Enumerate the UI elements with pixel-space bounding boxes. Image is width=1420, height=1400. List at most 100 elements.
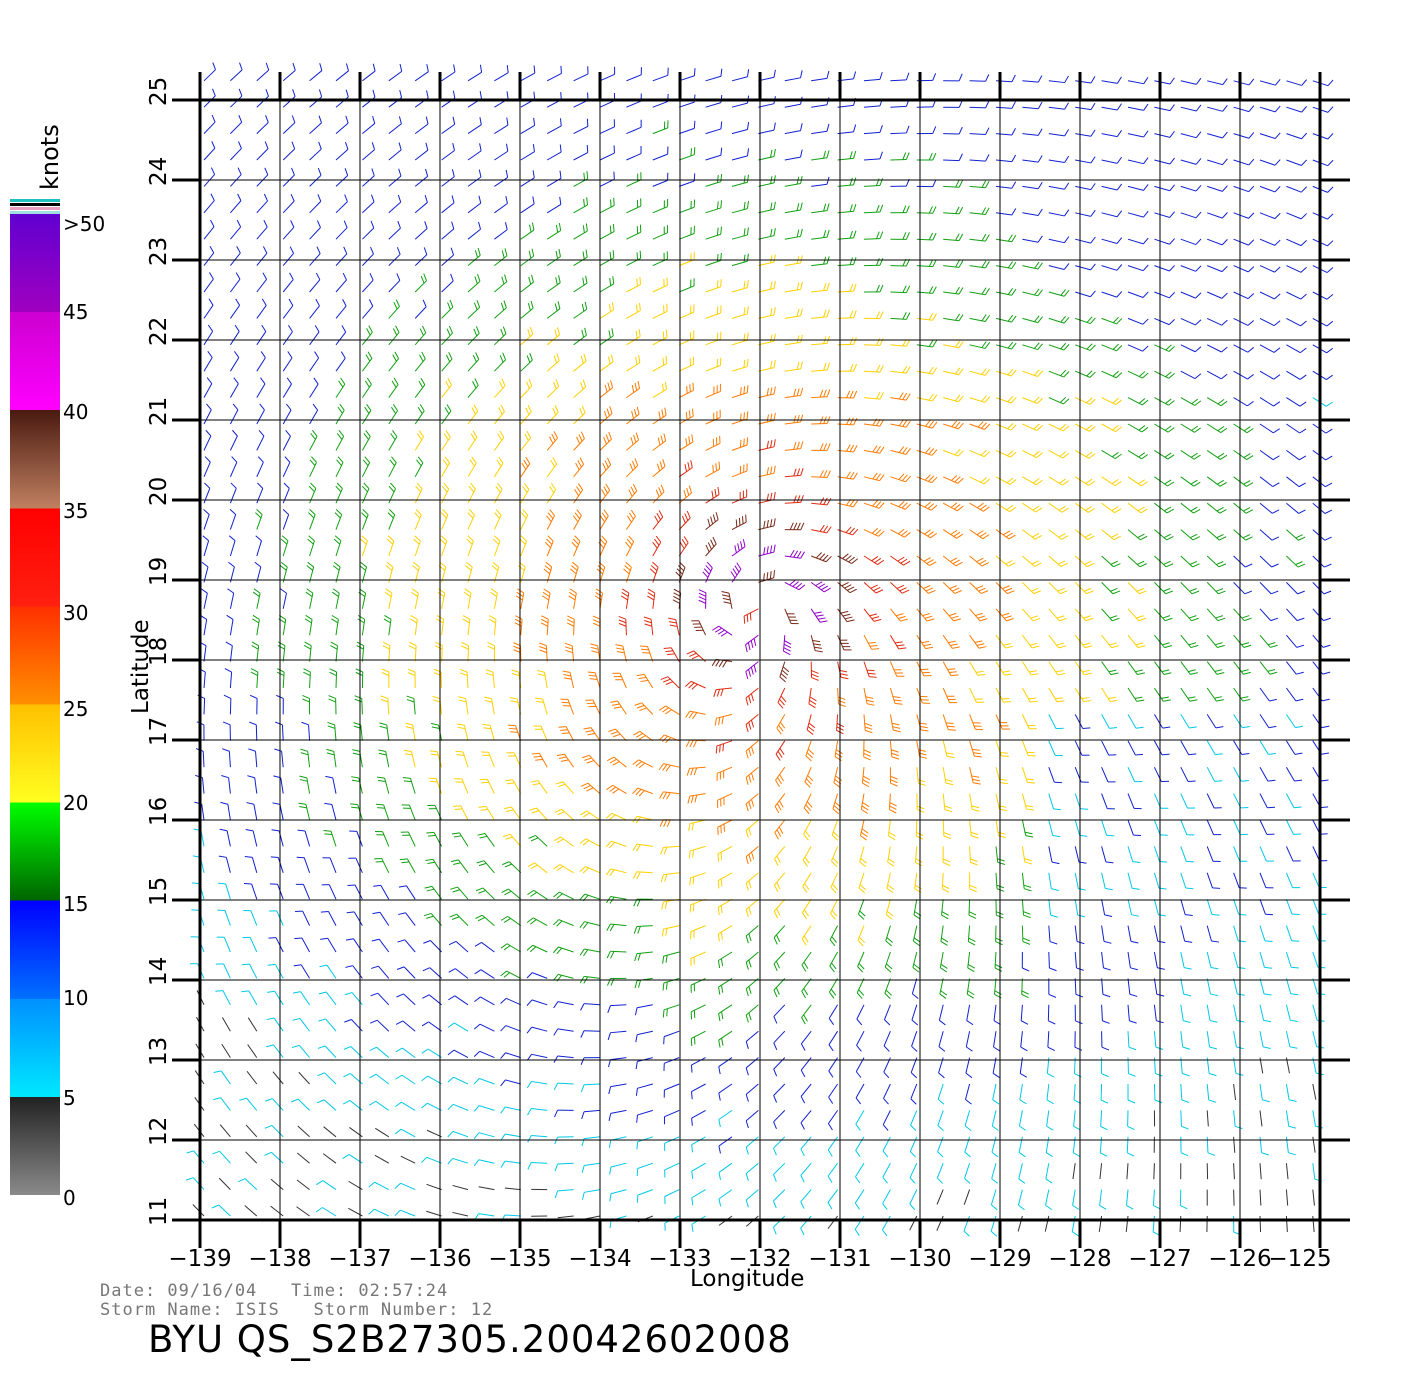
wind-barb-feather [528,834,536,839]
wind-barb-feather [1193,454,1201,460]
wind-barb-feather [968,937,976,943]
wind-barb-feather [803,909,809,917]
wind-barb-feather [369,273,374,281]
wind-barb-feather [1300,240,1307,246]
wind-barb-feather [513,645,521,650]
wind-barb-feather [467,512,474,519]
wind-barb-feather [345,89,349,98]
wind-barb [277,857,284,873]
wind-barb-feather [411,588,419,594]
wind-barb [1233,925,1239,942]
wind-barb [272,1071,284,1085]
wind-barb-feather [458,699,467,703]
wind-barb-feather [1248,212,1255,219]
wind-barb-feather [958,100,963,108]
wind-barb [1206,449,1221,460]
wind-barb-feather [661,901,664,910]
wind-barb [400,1182,416,1191]
wind-barb-feather [1216,699,1224,702]
wind-barb-feather [879,204,884,213]
wind-barb-feather [928,448,935,455]
wind-barb [784,608,792,624]
wind-barb-feather [343,1046,352,1050]
wind-barb-feather [1018,1152,1026,1158]
wind-barb-feather [1023,884,1032,888]
wind-barb-feather [256,508,263,515]
wind-barb [1153,1031,1157,1048]
wind-barb-feather [1048,993,1057,998]
wind-barb-feather [1215,726,1224,729]
wind-barb-feather [977,615,986,619]
wind-barb-feather [1214,780,1223,782]
wind-barb [1312,1163,1316,1180]
wind-barb [1101,1004,1103,1021]
colorbar-top-swatches [10,199,60,214]
wind-barb [1180,397,1195,406]
wind-barb [836,714,839,731]
wind-barb [256,383,266,398]
wind-barb-feather [984,288,990,295]
wind-barb-feather [237,141,242,149]
wind-barb-feather [237,1178,246,1183]
wind-barb-feather [621,588,629,594]
wind-barb [801,898,812,913]
wind-barb-feather [800,1096,806,1104]
wind-barb [1048,925,1051,942]
colorbar-label-40: 40 [63,400,89,424]
wind-barb [354,884,363,900]
wind-barb [362,305,374,319]
wind-barb [1101,212,1118,218]
wind-barb-feather [405,726,414,729]
wind-barb-feather [718,461,721,470]
wind-barb-feather [211,114,216,123]
wind-barb-feather [851,558,858,564]
wind-barb-feather [277,645,285,650]
wind-barb-feather [815,552,822,559]
wind-barb-feather [770,545,773,554]
wind-barb-feather [557,301,561,309]
wind-barb [800,1110,812,1124]
wind-barb-feather [274,748,282,752]
wind-barb [613,756,627,768]
wind-barb-feather [849,204,853,212]
wind-barb [520,72,536,82]
wind-barb [335,383,346,398]
wind-barb-feather [288,324,293,332]
wind-barb-feather [849,588,857,594]
wind-barb [1286,449,1300,461]
wind-barb-feather [789,579,796,586]
wind-barb [679,233,695,240]
wind-barb-feather [1083,700,1092,703]
wind-barb-feather [1272,482,1280,487]
wind-barb-feather [688,823,691,832]
wind-barb-feather [1320,806,1329,809]
wind-barb [801,951,812,966]
wind-barb-feather [692,849,695,858]
wind-barb [626,336,641,346]
wind-barb-feather [712,514,716,522]
wind-barb-feather [770,149,773,158]
wind-barb-feather [865,696,874,699]
wind-barb-feather [718,1039,721,1048]
wind-barb-feather [834,756,842,762]
wind-barb-feather [763,520,766,529]
wind-barb [441,619,445,636]
wind-barb [388,619,392,636]
wind-barb [546,282,561,293]
wind-barb-feather [1005,560,1013,565]
wind-barb-feather [1326,347,1334,354]
wind-barb [1101,265,1118,271]
wind-barb-feather [1135,726,1144,729]
wind-barb-feather [912,993,919,999]
wind-barb [599,257,615,267]
wind-barb-feather [522,486,528,493]
wind-barb [256,540,262,557]
wind-barb [1259,317,1275,327]
wind-barb [1127,80,1144,85]
wind-barb-feather [1115,453,1122,460]
wind-barb-feather [997,858,1005,862]
wind-barb-feather [1296,671,1304,675]
wind-barb [494,124,509,135]
wind-barb [1127,212,1144,218]
wind-barb-feather [1324,509,1333,514]
